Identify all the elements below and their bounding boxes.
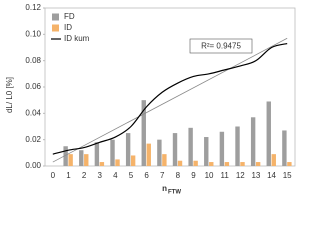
- x-tick-label: 5: [129, 171, 134, 180]
- y-tick-label: 0.10: [25, 29, 41, 38]
- bar: [255, 162, 261, 166]
- y-axis-label: dL/ L0 [%]: [5, 77, 14, 113]
- legend-swatch: [52, 24, 59, 32]
- bar: [68, 154, 73, 166]
- bar: [172, 133, 178, 166]
- bar: [282, 130, 287, 166]
- x-tick-label: 12: [236, 171, 245, 180]
- trend-line: [52, 37, 288, 163]
- bar: [224, 162, 230, 166]
- bar: [130, 155, 136, 166]
- bar: [141, 100, 146, 166]
- x-tick-label: 0: [51, 171, 56, 180]
- bar: [240, 162, 245, 166]
- bar: [266, 101, 271, 166]
- x-tick-label: 3: [97, 171, 102, 180]
- bar: [219, 131, 225, 166]
- trend-label-box: [189, 38, 253, 54]
- bar: [287, 162, 292, 166]
- x-axis-label: n: [162, 184, 167, 193]
- trend-label: R²= 0.9475: [201, 42, 241, 51]
- bar: [146, 143, 151, 166]
- x-tick-label: 8: [176, 171, 181, 180]
- legend-swatch: [52, 13, 59, 21]
- y-tick-label: 0.08: [25, 56, 41, 65]
- x-tick-label: 13: [251, 171, 260, 180]
- bar: [235, 126, 240, 166]
- x-tick-label: 11: [221, 171, 230, 180]
- y-tick-label: 0.04: [25, 108, 41, 117]
- bar: [162, 154, 167, 166]
- bar: [84, 154, 89, 166]
- x-tick-label: 2: [82, 171, 87, 180]
- x-tick-label: 4: [113, 171, 118, 180]
- x-tick-label: 9: [191, 171, 196, 180]
- bar: [110, 139, 115, 166]
- bar: [157, 139, 162, 166]
- bar: [115, 159, 120, 166]
- bar: [79, 150, 84, 166]
- bar: [188, 127, 193, 166]
- x-tick-label: 15: [283, 171, 292, 180]
- y-tick-label: 0.06: [25, 82, 41, 91]
- bar: [250, 117, 256, 166]
- bar: [209, 162, 214, 166]
- bar: [125, 133, 131, 166]
- bar: [94, 142, 100, 166]
- y-tick-label: 0.12: [25, 3, 41, 12]
- bar: [99, 162, 105, 166]
- bar: [204, 137, 209, 166]
- legend-label: ID kum: [64, 34, 90, 43]
- bar: [271, 154, 276, 166]
- y-tick-label: 0.00: [25, 161, 41, 170]
- bar: [177, 160, 183, 166]
- x-tick-label: 6: [144, 171, 149, 180]
- legend-label: FD: [64, 12, 75, 21]
- legend-label: ID: [64, 23, 72, 32]
- x-tick-label: 14: [267, 171, 276, 180]
- bar: [193, 160, 198, 166]
- x-tick-label: 7: [160, 171, 165, 180]
- bar: [63, 146, 68, 166]
- chart: dL/ L0 [%] n FTW 0.00 0.02 0.04 0.06 0.08 0.1…: [5, 3, 296, 196]
- y-tick-label: 0.02: [25, 135, 41, 144]
- x-axis-label-sub: FTW: [168, 190, 181, 196]
- x-tick-label: 10: [205, 171, 214, 180]
- x-tick-label: 1: [66, 171, 71, 180]
- line: [52, 42, 288, 155]
